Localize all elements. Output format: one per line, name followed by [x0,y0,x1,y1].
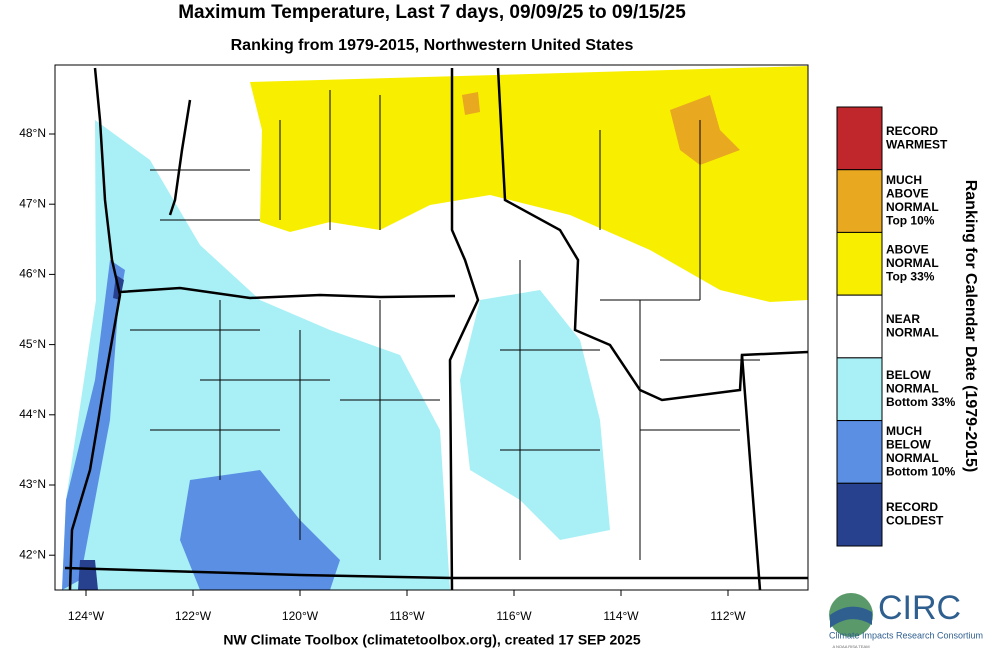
lat-label: 42°N [19,547,46,561]
logo-icon-wave [830,606,872,628]
legend-label: RECORD [886,124,938,138]
lon-label: 116°W [496,609,532,623]
legend-label: ABOVE [886,186,929,200]
lat-label: 46°N [19,267,46,281]
legend-label: NORMAL [886,381,939,395]
lat-label: 43°N [19,477,46,491]
lat-label: 44°N [19,407,46,421]
legend-label: Bottom 33% [886,395,956,409]
legend-swatch [836,482,883,547]
lon-label: 112°W [710,609,746,623]
legend-label: MUCH [886,173,922,187]
lon-label: 118°W [389,609,425,623]
legend-swatch [836,357,883,422]
legend-label: Top 33% [886,269,935,283]
lon-axis: 124°W 122°W 120°W 118°W 116°W 114°W 112°W [68,590,746,623]
lon-label: 122°W [175,609,212,623]
legend-label: ABOVE [886,242,929,256]
legend-label: WARMEST [886,137,948,151]
lon-label: 114°W [603,609,639,623]
lat-label: 45°N [19,337,46,351]
lat-label: 48°N [19,126,46,140]
logo-name: CIRC [878,589,961,627]
logo: CIRC Climate Impacts Research Consortium… [829,589,983,649]
title: Maximum Temperature, Last 7 days, 09/09/… [178,2,686,23]
legend-swatch [836,106,883,171]
legend-label: BELOW [886,368,931,382]
lat-axis: 48°N 47°N 46°N 45°N 44°N 43°N 42°N [19,126,55,561]
legend-label: RECORD [886,500,938,514]
legend-label: NORMAL [886,451,939,465]
legend-label: Bottom 10% [886,464,956,478]
lon-label: 124°W [68,609,105,623]
legend-label: Top 10% [886,213,935,227]
legend-label: COLDEST [886,514,944,528]
map [55,65,808,590]
logo-tagline: A NOAA RISA TEAM [832,644,869,649]
legend-label: NORMAL [886,256,939,270]
lat-label: 47°N [19,196,46,210]
map-frame [54,64,809,591]
legend-label: NORMAL [886,325,939,339]
legend-label: MUCH [886,424,922,438]
legend-label: NORMAL [886,200,939,214]
legend-swatch [836,420,883,484]
lon-label: 120°W [282,609,319,623]
legend-label: NEAR [886,312,920,326]
footer: NW Climate Toolbox (climatetoolbox.org),… [223,632,640,648]
legend-label: BELOW [886,437,931,451]
legend-swatch [836,169,883,233]
legend-title: Ranking for Calendar Date (1979-2015) [962,180,979,473]
legend-swatch [836,231,883,296]
logo-subtitle: Climate Impacts Research Consortium [829,630,983,640]
subtitle: Ranking from 1979-2015, Northwestern Uni… [231,37,634,54]
legend-swatch [836,294,883,359]
